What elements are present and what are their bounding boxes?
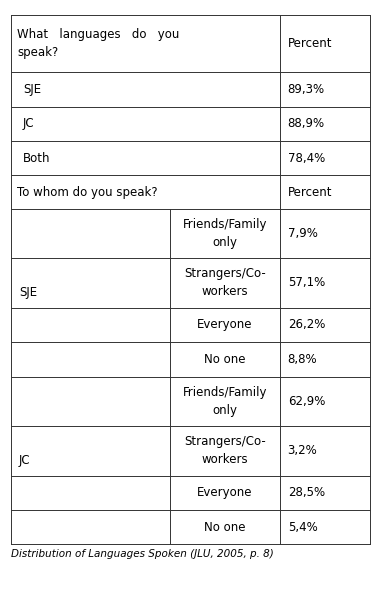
Text: To whom do you speak?: To whom do you speak? xyxy=(17,186,158,199)
Text: Everyone: Everyone xyxy=(197,486,253,499)
Text: Strangers/Co-
workers: Strangers/Co- workers xyxy=(184,436,266,466)
Text: Everyone: Everyone xyxy=(197,318,253,331)
Text: Percent: Percent xyxy=(288,186,332,199)
Text: Friends/Family
only: Friends/Family only xyxy=(182,218,267,249)
Text: 57,1%: 57,1% xyxy=(288,277,325,290)
Text: No one: No one xyxy=(204,521,245,534)
Text: 78,4%: 78,4% xyxy=(288,152,325,165)
Text: Strangers/Co-
workers: Strangers/Co- workers xyxy=(184,268,266,299)
Text: SJE: SJE xyxy=(19,286,37,299)
Text: 3,2%: 3,2% xyxy=(288,444,317,458)
Text: Friends/Family
only: Friends/Family only xyxy=(182,386,267,417)
Text: SJE: SJE xyxy=(23,83,41,96)
Text: Distribution of Languages Spoken (JLU, 2005, p. 8): Distribution of Languages Spoken (JLU, 2… xyxy=(11,549,274,559)
Text: 8,8%: 8,8% xyxy=(288,353,317,366)
Text: Both: Both xyxy=(23,152,50,165)
Text: JC: JC xyxy=(23,117,35,130)
Text: 7,9%: 7,9% xyxy=(288,227,317,240)
Text: No one: No one xyxy=(204,353,245,366)
Text: 88,9%: 88,9% xyxy=(288,117,325,130)
Text: 26,2%: 26,2% xyxy=(288,318,325,331)
Text: JC: JC xyxy=(19,454,31,467)
Text: What   languages   do   you
speak?: What languages do you speak? xyxy=(17,28,179,59)
Text: 89,3%: 89,3% xyxy=(288,83,325,96)
Text: 28,5%: 28,5% xyxy=(288,486,325,499)
Text: 5,4%: 5,4% xyxy=(288,521,317,534)
Text: Percent: Percent xyxy=(288,37,332,50)
Text: 62,9%: 62,9% xyxy=(288,395,325,408)
